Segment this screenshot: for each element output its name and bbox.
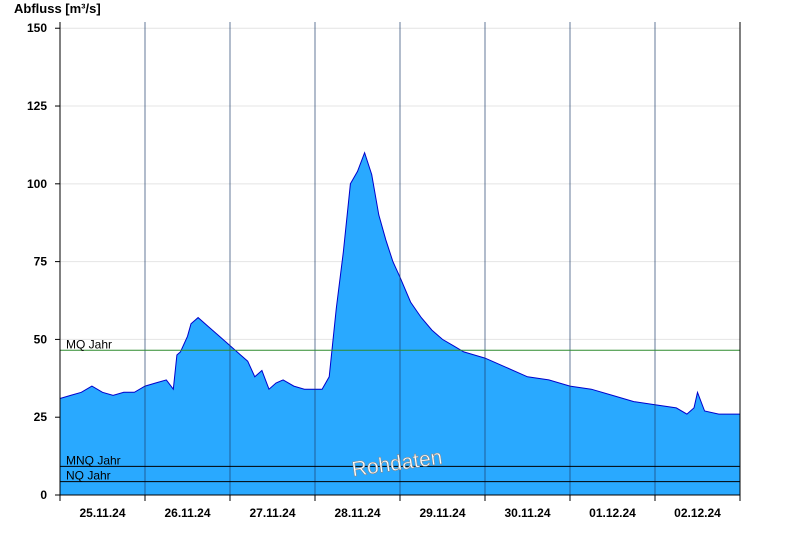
x-tick-label: 30.11.24 [504,506,550,520]
x-tick-label: 28.11.24 [334,506,380,520]
y-ticks: 0 25 50 75 100 125 150 [27,21,60,502]
x-tick-label: 01.12.24 [589,506,636,520]
y-tick-label: 150 [27,21,47,35]
y-axis-label: Abfluss [m³/s] [14,1,101,16]
reference-line-label: MNQ Jahr [66,453,121,467]
y-tick-label: 75 [34,255,48,269]
y-tick-label: 50 [34,332,48,346]
x-ticks: 25.11.24 26.11.24 27.11.24 28.11.24 29.11.24… [59,495,741,520]
reference-line-label: NQ Jahr [66,469,111,483]
y-tick-label: 100 [27,177,47,191]
discharge-line [59,151,740,415]
x-tick-label: 27.11.24 [249,506,295,520]
reference-line-label: MQ Jahr [66,337,112,351]
day-separator-lines [144,22,656,495]
y-tick-label: 0 [40,488,47,502]
reference-lines: MQ Jahr MNQ Jahr NQ Jahr [60,337,740,483]
x-tick-label: 26.11.24 [164,506,210,520]
x-tick-label: 02.12.24 [674,506,721,520]
y-tick-label: 125 [27,99,47,113]
y-tick-label: 25 [34,410,48,424]
x-tick-label: 29.11.24 [419,506,465,520]
x-tick-label: 25.11.24 [79,506,125,520]
